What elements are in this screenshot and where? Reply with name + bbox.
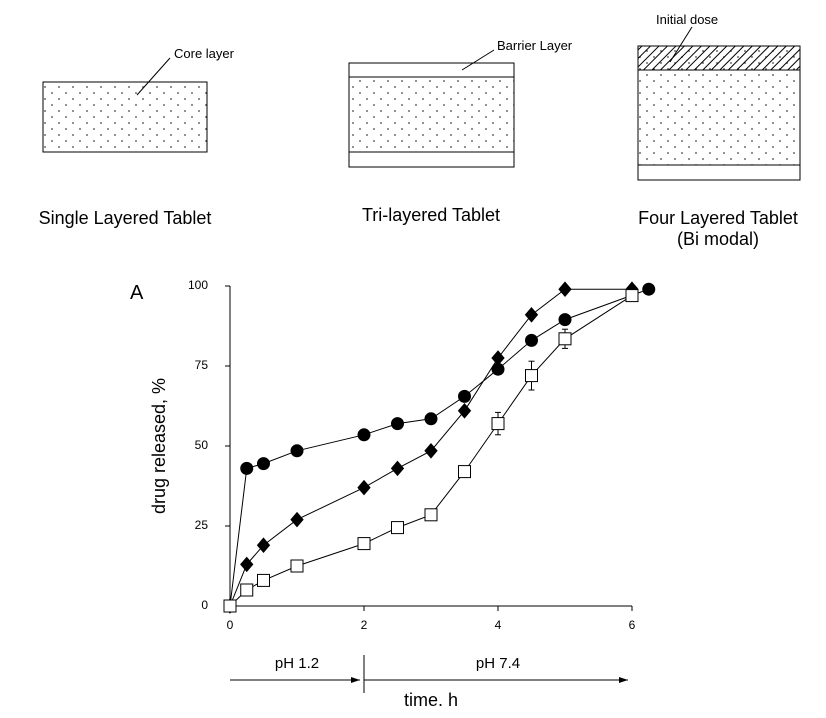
tablet-label: Four Layered Tablet [638,208,798,228]
marker [526,370,538,382]
marker [559,314,571,326]
marker [392,522,404,534]
marker [459,390,471,402]
core-layer [43,82,207,152]
tablet-sublabel: (Bi modal) [677,229,759,249]
marker [559,333,571,345]
marker [392,461,404,475]
annotation: Core layer [174,46,235,61]
ph-label: pH 7.4 [476,655,520,672]
marker [241,584,253,596]
core-layer [349,63,514,167]
marker [291,513,303,527]
x-tick-label: 4 [495,618,502,632]
y-tick-label: 100 [188,278,208,292]
marker [258,574,270,586]
marker [626,290,638,302]
marker [358,429,370,441]
marker [358,538,370,550]
arrow-head [351,677,360,683]
annotation: Initial dose [656,12,718,27]
marker [258,458,270,470]
marker [291,445,303,457]
tablet-tri: Barrier Layer Tri-layered Tablet [349,38,573,225]
marker [559,282,571,296]
marker [492,418,504,430]
panel-label: A [130,282,144,304]
page: Core layer Single Layered Tablet Barrier… [0,0,826,718]
y-tick-label: 75 [195,358,209,372]
tablet-label: Tri-layered Tablet [362,205,500,225]
ph-label: pH 1.2 [275,655,319,672]
barrier-layer [349,63,514,77]
marker [358,481,370,495]
marker [459,466,471,478]
tablet-four: Initial dose Four Layered Tablet (Bi mod… [638,12,800,249]
barrier-layer [349,152,514,167]
marker [643,283,655,295]
marker [224,600,236,612]
tablet-label: Single Layered Tablet [39,208,212,228]
marker [425,509,437,521]
x-tick-label: 2 [361,618,368,632]
y-tick-label: 50 [195,438,209,452]
marker [291,560,303,572]
y-tick-label: 0 [201,598,208,612]
marker [526,334,538,346]
y-tick-label: 25 [195,518,209,532]
x-axis-label: time. h [404,690,458,710]
arrow-head [619,677,628,683]
marker [392,418,404,430]
initial-dose-layer [638,46,800,70]
x-tick-label: 0 [227,618,234,632]
barrier-layer [638,165,800,180]
marker [425,413,437,425]
tablet-single: Core layer Single Layered Tablet [39,46,235,228]
figure: Core layer Single Layered Tablet Barrier… [0,0,826,713]
y-axis-label: drug released, % [149,378,169,514]
x-tick-label: 6 [629,618,636,632]
annotation: Barrier Layer [497,38,573,53]
marker [241,462,253,474]
